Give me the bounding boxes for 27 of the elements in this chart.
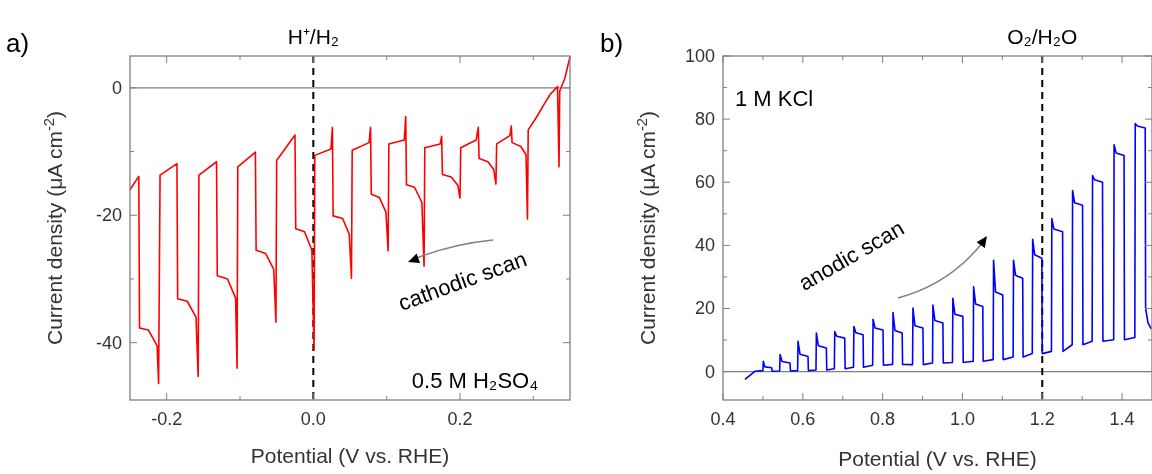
- x-tick-label: 1.0: [949, 409, 975, 429]
- annotation: 0.5 M H₂SO₄: [411, 368, 539, 393]
- x-axis-title: Potential (V vs. RHE): [250, 444, 450, 467]
- ref-line-label: H⁺/H₂: [287, 25, 339, 48]
- x-tick-label: 0.2: [447, 409, 473, 429]
- y-tick-label: -20: [95, 205, 122, 226]
- chart-title: a): [6, 28, 30, 58]
- x-tick-label: 0.4: [710, 409, 736, 429]
- x-tick-label: 0.8: [870, 409, 896, 429]
- x-tick-label: -0.2: [151, 409, 183, 429]
- line-series: [744, 122, 1152, 381]
- y-tick-label: 80: [694, 109, 715, 130]
- y-tick-label: 20: [694, 298, 715, 319]
- chart-title: b): [600, 28, 624, 58]
- y-tick-label: 60: [694, 172, 715, 193]
- x-tick-label: 0.0: [300, 409, 326, 429]
- y-tick-label: 40: [694, 235, 715, 256]
- x-axis-title: Potential (V vs. RHE): [838, 447, 1037, 470]
- annotation: 1 M KCl: [735, 86, 814, 111]
- x-tick-label: 1.2: [1029, 409, 1055, 429]
- ref-line-label: O₂/H₂O: [1007, 25, 1078, 48]
- y-tick-label: 100: [684, 46, 715, 66]
- y-tick-label: 0: [111, 77, 122, 98]
- x-tick-label: 0.6: [790, 409, 816, 429]
- y-tick-label: -40: [95, 332, 122, 353]
- x-tick-label: 1.4: [1109, 409, 1135, 429]
- y-tick-label: 0: [704, 361, 715, 382]
